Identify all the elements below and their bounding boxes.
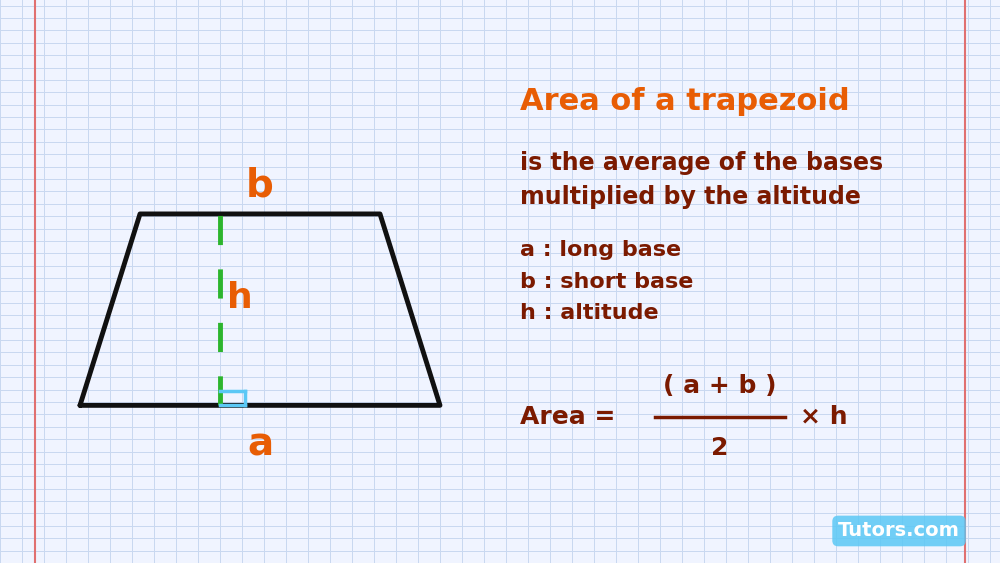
- Text: Tutors.com: Tutors.com: [838, 521, 960, 540]
- Text: Area =: Area =: [520, 405, 624, 428]
- Text: ( a + b ): ( a + b ): [663, 374, 777, 397]
- Text: × h: × h: [800, 405, 848, 428]
- Text: Area of a trapezoid: Area of a trapezoid: [520, 87, 850, 116]
- Text: is the average of the bases
multiplied by the altitude: is the average of the bases multiplied b…: [520, 151, 883, 209]
- Text: a : long base
b : short base
h : altitude: a : long base b : short base h : altitud…: [520, 240, 693, 323]
- Text: h: h: [227, 282, 253, 315]
- Text: a: a: [247, 426, 273, 464]
- Text: 2: 2: [711, 436, 729, 459]
- Text: b: b: [246, 167, 274, 205]
